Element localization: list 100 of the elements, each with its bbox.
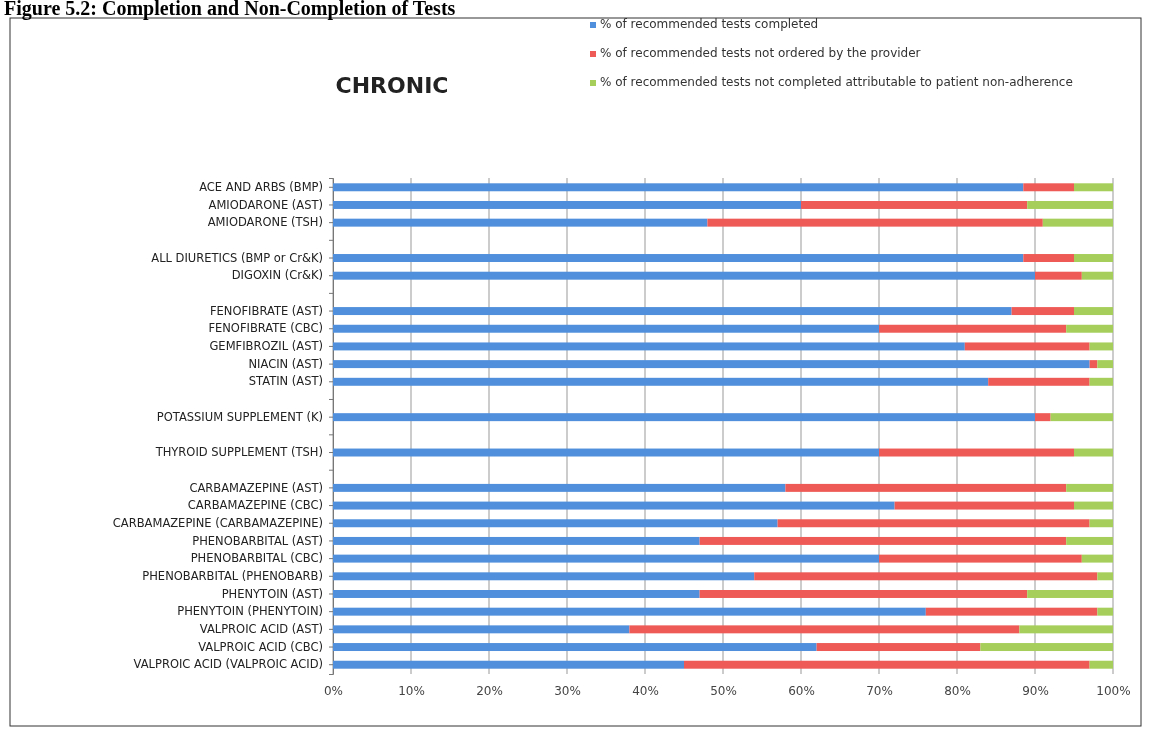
- bar: [333, 625, 630, 634]
- bar: [1050, 413, 1113, 422]
- x-tick-label: 30%: [554, 683, 581, 698]
- bar: [1023, 183, 1074, 192]
- y-tick-label: THYROID SUPPLEMENT (TSH): [154, 445, 323, 460]
- x-tick-label: 0%: [323, 683, 344, 698]
- y-tick-label: ALL DIURETICS (BMP or Cr&K): [151, 250, 323, 265]
- bar: [333, 554, 879, 563]
- bar: [1074, 501, 1113, 510]
- bar: [699, 590, 1028, 598]
- bar: [925, 607, 1098, 616]
- bar: [1089, 342, 1113, 351]
- bar: [1089, 660, 1113, 669]
- y-tick-label: AMIODARONE (TSH): [207, 215, 323, 230]
- y-tick-label: VALPROIC ACID (VALPROIC ACID): [133, 657, 323, 672]
- bar: [333, 501, 895, 510]
- x-tick-label: 40%: [632, 683, 659, 698]
- bar: [1074, 307, 1113, 316]
- x-tick-label: 80%: [944, 683, 971, 698]
- bar: [988, 377, 1090, 386]
- y-tick-label: DIGOXIN (Cr&K): [231, 268, 323, 283]
- bar: [333, 643, 817, 652]
- legend-label: % of recommended tests not ordered by the provider: [600, 46, 921, 60]
- bar: [707, 218, 1043, 227]
- bar: [333, 254, 1024, 262]
- bar: [1081, 554, 1113, 563]
- bar: [1089, 377, 1113, 386]
- bar: [333, 448, 879, 457]
- bar: [333, 342, 965, 351]
- x-tick-label: 50%: [710, 683, 737, 698]
- x-tick-label: 20%: [476, 683, 503, 698]
- x-tick-label: 70%: [866, 683, 893, 698]
- bar: [333, 536, 700, 545]
- bar: [1074, 448, 1113, 457]
- bar: [333, 360, 1090, 369]
- bar: [1035, 271, 1082, 280]
- bar: [816, 643, 981, 652]
- bar: [699, 536, 1067, 545]
- bar: [1081, 271, 1113, 280]
- y-tick-label: PHENOBARBITAL (PHENOBARB): [142, 568, 323, 583]
- y-tick-label: PHENYTOIN (PHENYTOIN): [177, 604, 323, 619]
- bar: [1089, 360, 1098, 369]
- bar: [894, 501, 1074, 510]
- y-tick-label: NIACIN (AST): [248, 356, 323, 371]
- y-tick-label: VALPROIC ACID (AST): [199, 622, 323, 637]
- x-tick-label: 60%: [788, 683, 815, 698]
- y-tick-label: AMIODARONE (AST): [208, 197, 323, 212]
- y-tick-label: ACE AND ARBS (BMP): [199, 179, 323, 194]
- chart-subtitle: CHRONIC: [335, 73, 449, 98]
- bar: [333, 572, 755, 581]
- bar: [333, 271, 1035, 280]
- y-tick-label: CARBAMAZEPINE (CARBAMAZEPINE): [112, 515, 323, 530]
- bar: [1042, 218, 1113, 227]
- bar: [1027, 200, 1113, 209]
- bar: [1019, 625, 1113, 634]
- y-tick-label: PHENOBARBITAL (AST): [192, 533, 323, 548]
- y-tick-label: GEMFIBROZIL (AST): [209, 339, 323, 354]
- bar: [1089, 519, 1113, 528]
- bar: [1035, 413, 1051, 422]
- y-tick-label: CARBAMAZEPINE (CBC): [187, 498, 323, 513]
- bar: [1074, 254, 1113, 262]
- bar: [964, 342, 1090, 351]
- bar: [754, 572, 1098, 581]
- bar: [1066, 483, 1113, 492]
- bar: [684, 660, 1090, 669]
- bar: [333, 307, 1012, 316]
- bar: [333, 519, 778, 528]
- bar: [1097, 360, 1113, 369]
- bar: [785, 483, 1067, 492]
- y-tick-label: CARBAMAZEPINE (AST): [189, 480, 323, 495]
- bar: [333, 183, 1024, 192]
- bar: [333, 413, 1035, 422]
- y-tick-label: STATIN (AST): [248, 374, 323, 389]
- bar: [1074, 183, 1113, 192]
- legend-label: % of recommended tests not completed attributable to patient non-adherence: [600, 75, 1073, 89]
- x-tick-label: 10%: [398, 683, 425, 698]
- bar: [333, 324, 879, 333]
- y-tick-label: POTASSIUM SUPPLEMENT (K): [156, 409, 323, 424]
- x-tick-label: 100%: [1096, 683, 1131, 698]
- y-tick-label: FENOFIBRATE (AST): [209, 303, 323, 318]
- bar: [333, 483, 786, 492]
- bar: [1027, 590, 1113, 598]
- bar: [333, 607, 926, 616]
- bar: [333, 200, 801, 209]
- x-tick-label: 90%: [1022, 683, 1049, 698]
- y-tick-label: VALPROIC ACID (CBC): [198, 639, 323, 654]
- bar: [879, 324, 1067, 333]
- bar: [333, 218, 708, 227]
- legend-label: % of recommended tests completed: [600, 17, 819, 31]
- y-tick-label: PHENYTOIN (AST): [221, 586, 323, 601]
- y-tick-label: FENOFIBRATE (CBC): [208, 321, 323, 336]
- bar: [1097, 572, 1113, 581]
- bar: [1066, 324, 1113, 333]
- bar: [879, 448, 1074, 457]
- bar: [629, 625, 1020, 634]
- bar: [1011, 307, 1074, 316]
- bar: [1066, 536, 1113, 545]
- bar: [1023, 254, 1074, 262]
- y-tick-label: PHENOBARBITAL (CBC): [190, 551, 323, 566]
- bar: [777, 519, 1090, 528]
